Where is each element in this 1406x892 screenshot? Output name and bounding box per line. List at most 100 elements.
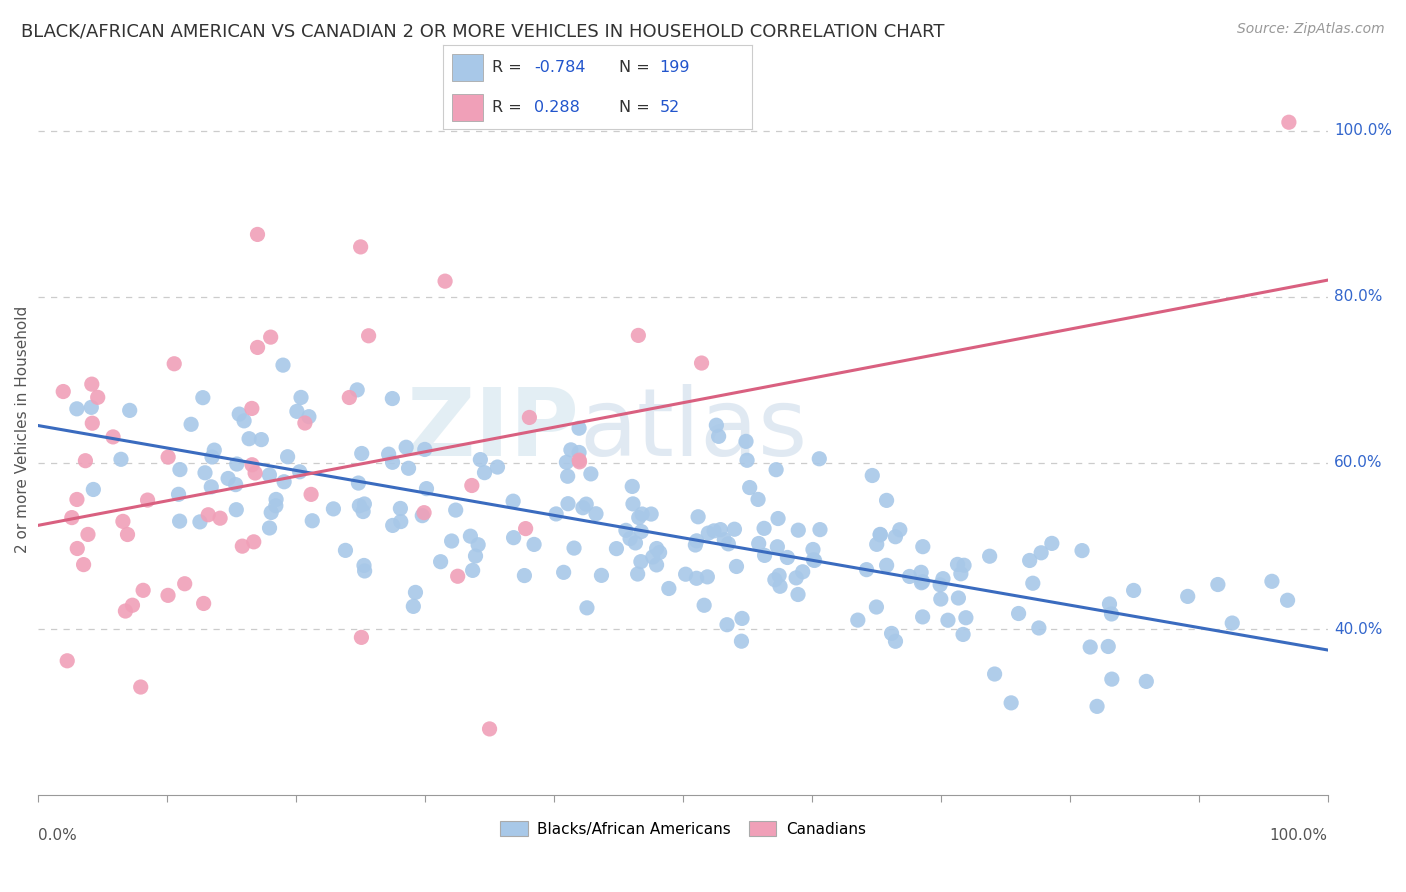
Point — [884, 634, 907, 648]
Point — [641, 549, 664, 564]
Point — [217, 471, 239, 485]
Point — [785, 571, 807, 585]
Point — [880, 626, 903, 640]
Point — [776, 550, 799, 565]
Point — [765, 463, 787, 477]
Text: 0.288: 0.288 — [534, 100, 581, 115]
Point — [709, 523, 731, 537]
Point — [685, 571, 707, 585]
Point — [1135, 674, 1157, 689]
Point — [389, 515, 412, 529]
Point — [631, 507, 654, 521]
Point — [444, 503, 467, 517]
Point — [1177, 590, 1199, 604]
Point — [101, 430, 124, 444]
Point — [568, 421, 591, 435]
Point — [555, 455, 578, 469]
Point — [627, 510, 650, 524]
Point — [335, 543, 357, 558]
Point — [869, 527, 891, 541]
Point — [157, 450, 180, 464]
Point — [502, 494, 524, 508]
Point — [486, 460, 509, 475]
Point — [197, 508, 219, 522]
Point — [575, 600, 598, 615]
Point — [467, 538, 489, 552]
Point — [299, 487, 322, 501]
Point — [614, 524, 637, 538]
Point — [621, 479, 644, 493]
Text: 80.0%: 80.0% — [1334, 289, 1382, 304]
Point — [621, 497, 644, 511]
Point — [381, 518, 404, 533]
Point — [353, 558, 375, 573]
Point — [191, 391, 214, 405]
Point — [429, 555, 451, 569]
Point — [704, 418, 727, 433]
Text: R =: R = — [492, 60, 527, 75]
Point — [936, 613, 959, 627]
Point — [413, 506, 436, 520]
Point — [260, 506, 283, 520]
Point — [301, 514, 323, 528]
Point — [910, 575, 932, 590]
Point — [264, 492, 287, 507]
Point — [353, 497, 375, 511]
Point — [562, 541, 585, 555]
Point — [846, 613, 869, 627]
Point — [240, 401, 263, 416]
Point — [201, 450, 224, 464]
Point — [194, 466, 217, 480]
Point — [557, 497, 579, 511]
Point — [910, 566, 932, 580]
Point — [911, 540, 934, 554]
Point — [132, 583, 155, 598]
Text: -0.784: -0.784 — [534, 60, 586, 75]
Point — [352, 504, 374, 518]
Point — [627, 328, 650, 343]
Point — [173, 576, 195, 591]
Point — [787, 523, 810, 537]
Point — [866, 537, 889, 551]
Point — [619, 532, 641, 546]
Text: N =: N = — [619, 100, 655, 115]
Point — [413, 442, 436, 457]
Point — [434, 274, 457, 288]
Point — [136, 493, 159, 508]
Point — [553, 566, 575, 580]
Point — [395, 440, 418, 454]
Point — [787, 587, 810, 601]
Point — [169, 462, 191, 476]
Point — [801, 542, 824, 557]
Point — [404, 585, 426, 599]
Point — [658, 582, 681, 596]
Point — [167, 487, 190, 501]
Point — [717, 537, 740, 551]
Point — [591, 568, 613, 582]
Point — [346, 383, 368, 397]
Point — [725, 559, 748, 574]
Point — [228, 407, 250, 421]
Point — [627, 567, 650, 582]
Point — [209, 511, 232, 525]
Point — [243, 466, 266, 480]
Point — [66, 401, 89, 416]
Text: 100.0%: 100.0% — [1270, 829, 1327, 843]
Point — [66, 492, 89, 507]
Point — [723, 522, 745, 536]
Point — [264, 499, 287, 513]
Point — [1078, 640, 1101, 654]
Point — [685, 538, 707, 552]
Point — [1000, 696, 1022, 710]
Point — [111, 515, 134, 529]
Point — [860, 468, 883, 483]
Point — [690, 356, 713, 370]
Point — [688, 509, 710, 524]
Point — [337, 391, 360, 405]
Point — [766, 540, 789, 554]
Text: N =: N = — [619, 60, 655, 75]
Point — [381, 392, 404, 406]
Point — [731, 611, 754, 625]
Point — [202, 443, 225, 458]
Point — [259, 521, 281, 535]
